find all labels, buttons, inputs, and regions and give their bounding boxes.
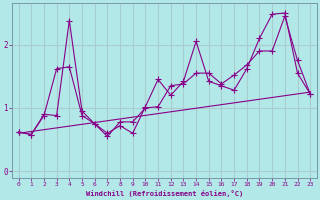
X-axis label: Windchill (Refroidissement éolien,°C): Windchill (Refroidissement éolien,°C) — [86, 190, 243, 197]
